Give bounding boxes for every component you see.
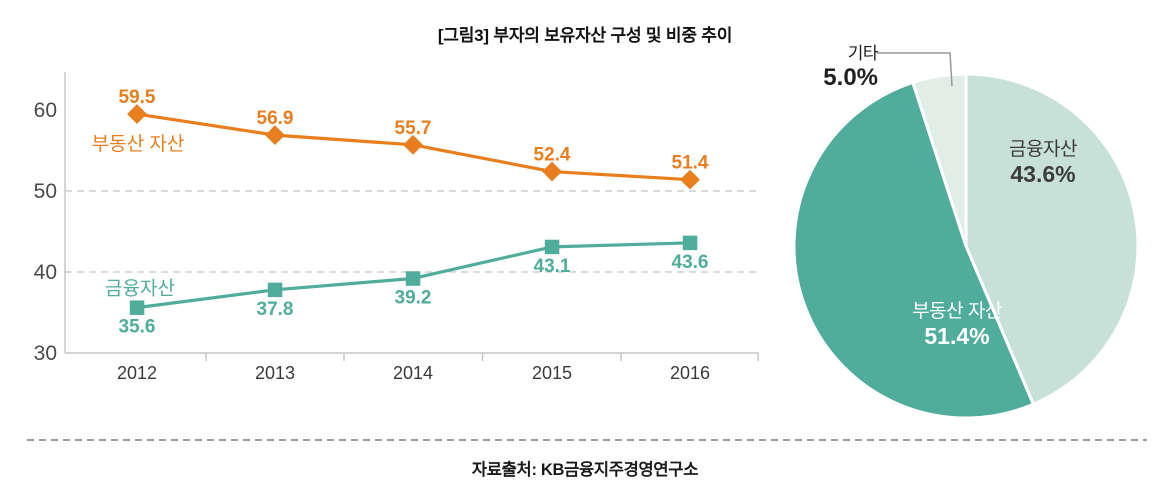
data-point-value-label: 37.8: [257, 299, 294, 320]
x-tick-label: 2014: [393, 363, 433, 383]
pie-label-financial-name: 금융자산: [1009, 139, 1077, 160]
y-tick-label: 60: [34, 99, 57, 122]
x-tick-label: 2016: [670, 363, 710, 383]
source-caption: 자료출처: KB금융지주경영연구소: [471, 461, 699, 479]
data-point-marker: [405, 271, 421, 286]
y-tick-label: 50: [34, 180, 57, 203]
pie-label-realestate-name: 부동산 자산: [912, 301, 1002, 322]
x-tick-label: 2012: [117, 363, 157, 383]
data-point-value-label: 43.6: [672, 252, 709, 273]
data-point-value-label: 39.2: [395, 287, 432, 308]
y-tick-label: 40: [34, 261, 57, 284]
divider-dashed-line: [27, 439, 1147, 441]
pie-label-etc: 기타 5.0%: [770, 44, 878, 92]
data-point-marker: [127, 104, 147, 124]
x-tick-label: 2013: [255, 363, 295, 383]
data-point-marker: [265, 125, 285, 146]
pie-slice: [911, 72, 968, 248]
pie-label-realestate-value: 51.4%: [924, 323, 990, 349]
pie-label-financial-value: 43.6%: [1010, 161, 1076, 187]
figure-title: [그림3] 부자의 보유자산 구성 및 비중 추이: [437, 26, 733, 45]
series-name-label: 부동산 자산: [92, 133, 185, 155]
pie-label-realestate: 부동산 자산 51.4%: [877, 301, 1037, 349]
data-point-marker: [129, 300, 145, 315]
data-point-value-label: 59.5: [119, 87, 156, 108]
data-point-value-label: 55.7: [395, 118, 432, 139]
y-tick-label: 30: [34, 342, 57, 365]
pie-label-financial: 금융자산 43.6%: [963, 139, 1123, 187]
data-point-value-label: 43.1: [534, 256, 571, 277]
data-point-value-label: 56.9: [257, 108, 294, 129]
pie-slice: [964, 72, 1140, 406]
data-point-value-label: 51.4: [672, 153, 709, 174]
pie-callout-leader-line: [877, 52, 953, 87]
data-point-marker: [544, 239, 560, 255]
x-tick-label: 2015: [532, 363, 572, 383]
pie-label-etc-name: 기타: [847, 44, 879, 63]
pie-chart: [792, 52, 1140, 420]
data-point-marker: [267, 282, 283, 298]
data-point-marker: [682, 235, 698, 251]
data-point-marker: [403, 134, 423, 155]
pie-label-etc-value: 5.0%: [823, 64, 878, 91]
data-point-value-label: 52.4: [534, 145, 571, 166]
series-name-label: 금융자산: [105, 278, 175, 300]
data-point-value-label: 35.6: [119, 317, 156, 338]
pie-wedges: [792, 72, 1140, 420]
pie-slice: [792, 80, 1035, 420]
line-chart: 30 40 50 60 2012 2013 2014 2015 2016 59.5 56.9 55.7…: [34, 72, 759, 383]
